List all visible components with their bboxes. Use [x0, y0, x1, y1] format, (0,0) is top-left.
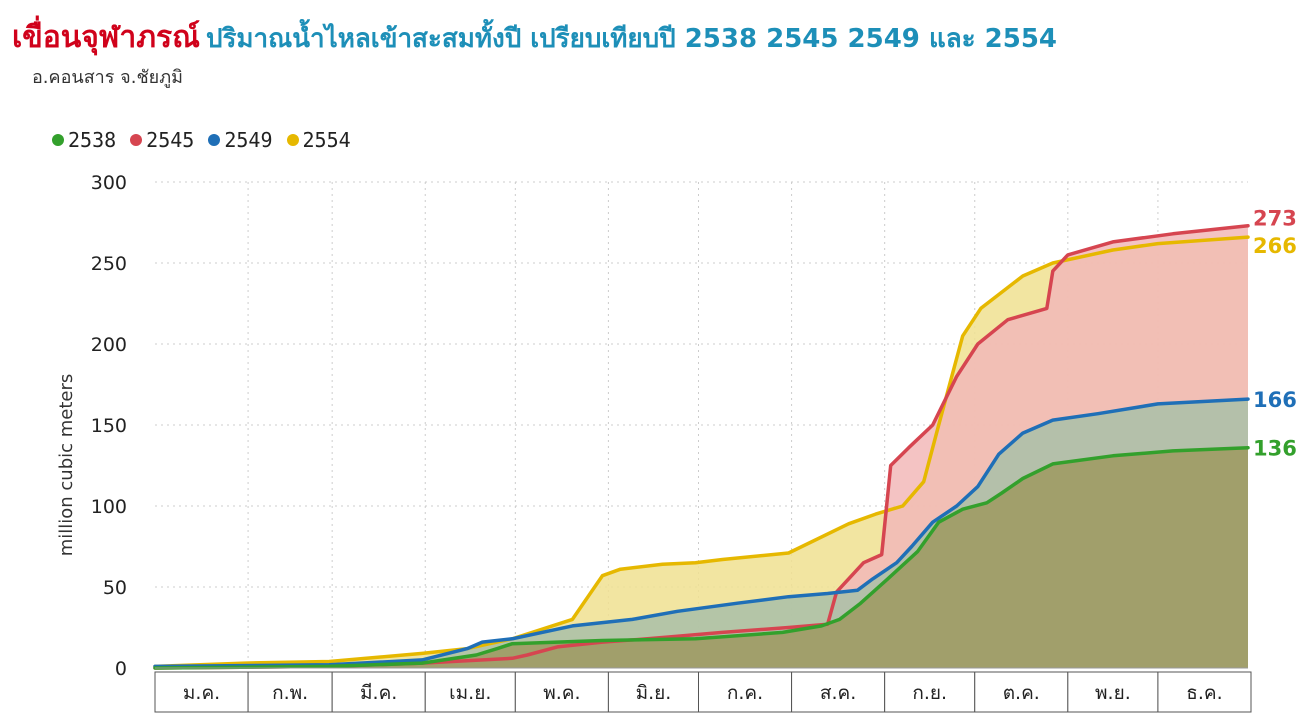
x-tick-label: มิ.ย.: [636, 682, 672, 704]
legend-item-2549[interactable]: 2549: [208, 128, 273, 152]
legend-label-2545: 2545: [146, 128, 195, 152]
x-category-cell: [1157, 671, 1252, 713]
y-tick-label: 300: [91, 172, 127, 194]
legend-item-2545[interactable]: 2545: [130, 128, 194, 152]
area-2538: [155, 447, 1248, 668]
x-category-cell: [1067, 671, 1159, 713]
x-tick-label: ธ.ค.: [1186, 682, 1222, 704]
x-tick-label: ม.ค.: [183, 682, 220, 704]
chart-subtitle: อ.คอนสาร จ.ชัยภูมิ: [32, 67, 183, 88]
x-tick-label: มี.ค.: [360, 682, 397, 704]
x-tick-label: พ.ย.: [1095, 682, 1131, 704]
legend-item-2554[interactable]: 2554: [286, 128, 351, 152]
x-tick-label: พ.ค.: [543, 682, 580, 704]
legend-label-2549: 2549: [224, 128, 273, 152]
x-category-cell: [331, 671, 426, 713]
y-tick-label: 100: [91, 496, 127, 518]
end-value-label-2554: 266: [1253, 234, 1297, 258]
x-category-cell: [607, 671, 699, 713]
x-category-cell: [154, 671, 249, 713]
chart-title: เขื่อนจุฬาภรณ์ ปริมาณน้ำไหลเข้าสะสมทั้งปี…: [12, 14, 1057, 61]
line-2545: [153, 223, 1250, 670]
y-tick-label: 250: [91, 253, 127, 275]
y-tick-label: 50: [103, 577, 127, 599]
legend-dot-2538: [52, 134, 64, 146]
end-value-label-2545: 273: [1253, 207, 1297, 231]
line-2549: [153, 397, 1250, 669]
x-category-cell: [697, 671, 793, 713]
legend-dot-2545: [130, 134, 143, 146]
legend-dot-2549: [208, 134, 221, 146]
x-category-cell: [247, 671, 333, 713]
end-value-label-2549: 166: [1253, 388, 1297, 412]
y-axis-label: million cubic meters: [56, 374, 77, 557]
x-category-cell: [791, 671, 886, 713]
x-category-cell: [884, 671, 976, 713]
title-description: ปริมาณน้ำไหลเข้าสะสมทั้งปี เปรียบเทียบปี…: [205, 24, 1058, 54]
x-category-cell: [514, 671, 609, 713]
x-category-cell: [974, 671, 1069, 713]
x-tick-label: ส.ค.: [820, 682, 856, 704]
legend-label-2554: 2554: [302, 128, 351, 152]
x-tick-label: ก.ย.: [912, 682, 947, 704]
end-value-label-2538: 136: [1253, 437, 1297, 461]
line-2538: [153, 445, 1250, 670]
x-tick-label: ก.ค.: [727, 682, 763, 704]
title-dam-name: เขื่อนจุฬาภรณ์: [12, 20, 200, 55]
x-tick-label: ต.ค.: [1003, 682, 1040, 704]
legend-dot-2554: [286, 134, 299, 146]
y-tick-label: 150: [91, 415, 127, 437]
y-tick-label: 0: [115, 658, 127, 680]
x-tick-label: เม.ย.: [449, 682, 491, 704]
x-tick-label: ก.พ.: [272, 682, 308, 704]
chart-legend: 2538 2545 2549 2554: [52, 128, 351, 152]
legend-item-2538[interactable]: 2538: [52, 128, 116, 152]
legend-label-2538: 2538: [68, 128, 117, 152]
y-tick-label: 200: [91, 334, 127, 356]
